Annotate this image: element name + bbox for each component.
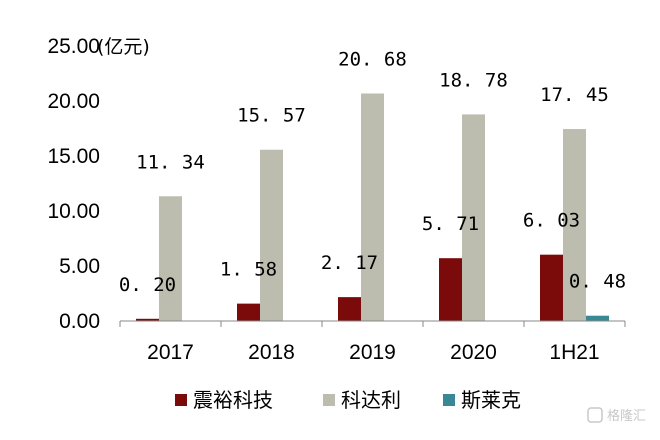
data-label: 17. 45 [540,84,609,106]
x-tick-label: 2020 [450,341,497,364]
data-labels: 0. 20 1. 58 2. 17 5. 71 6. 03 11. 34 15. 57 20.… [119,49,626,296]
y-tick-label: 25.00 [47,35,100,58]
y-axis-unit-label: (亿元) [97,36,150,58]
data-label: 20. 68 [338,49,407,71]
watermark-text: 格隆汇 [607,408,646,424]
legend-label: 科达利 [341,388,401,412]
bar [159,196,182,321]
data-label: 0. 48 [569,271,626,293]
x-axis-ticks: 2017 2018 2019 2020 1H21 [119,321,626,364]
data-label: 6. 03 [523,210,580,232]
y-tick-label: 15.00 [47,145,100,168]
bar [136,318,159,321]
bar [260,149,283,321]
y-tick-label: 5.00 [59,255,100,278]
y-tick-label: 20.00 [47,90,100,113]
data-label: 15. 57 [237,105,306,127]
data-label: 18. 78 [439,69,508,91]
bar [439,258,462,321]
data-label: 2. 17 [321,252,378,274]
legend-swatch [175,394,187,406]
bar [540,254,563,321]
data-label: 1. 58 [220,259,277,281]
bar [338,297,361,321]
legend-label: 斯莱克 [461,388,521,412]
legend-swatch [323,394,335,406]
bar [462,114,485,321]
watermark: 格隆汇 [587,407,646,424]
bar [361,93,384,322]
data-label: 11. 34 [136,151,205,173]
x-tick-label: 2018 [248,341,295,364]
y-tick-label: 0.00 [59,310,100,333]
legend-swatch [443,394,455,406]
bar [237,303,260,321]
x-tick-label: 2019 [349,341,396,364]
x-tick-label: 1H21 [549,341,599,364]
legend-label: 震裕科技 [193,388,273,412]
bars [136,93,609,322]
watermark-logo-icon [587,407,603,423]
bar [586,315,609,321]
legend: 震裕科技 科达利 斯莱克 [175,388,521,412]
x-tick-label: 2017 [147,341,194,364]
data-label: 5. 71 [422,213,479,235]
y-tick-label: 10.00 [47,200,100,223]
bar [563,129,586,321]
data-label: 0. 20 [119,274,176,296]
y-axis-ticks: 0.00 5.00 10.00 15.00 20.00 25.00 [47,35,100,333]
